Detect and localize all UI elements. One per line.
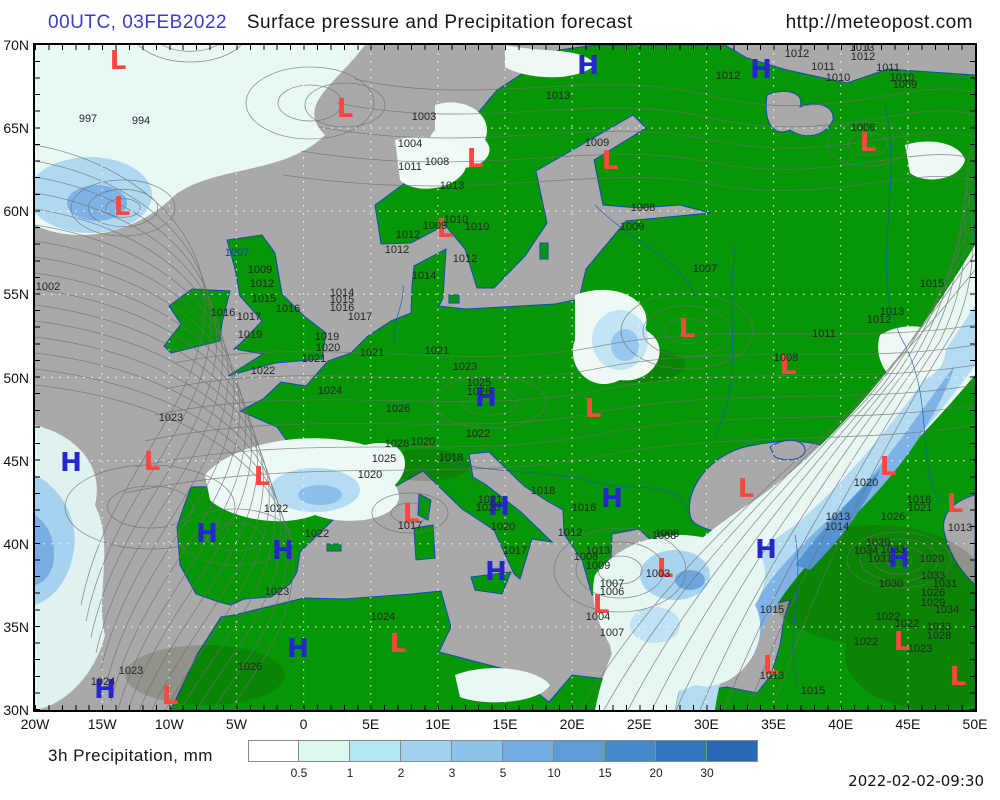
- lon-axis-label: 25E: [626, 716, 652, 732]
- issue-timestamp: 2022-02-02-09:30: [848, 772, 984, 790]
- lat-axis-label: 50N: [3, 369, 29, 386]
- land-mallorca: [326, 543, 342, 552]
- land-sicily: [470, 571, 512, 595]
- lon-axis-label: 10E: [425, 716, 451, 732]
- land-gotland: [539, 242, 549, 260]
- legend-cell: [707, 740, 758, 762]
- legend-title: 3h Precipitation, mm: [48, 746, 213, 765]
- lat-axis-label: 35N: [3, 618, 29, 635]
- site-url[interactable]: http://meteopost.com: [785, 12, 973, 33]
- lat-axis-label: 45N: [3, 452, 29, 469]
- tick-comb-right: [970, 45, 975, 710]
- precipitation-legend: 0.5 1 2 3 5 10 15 20 30: [248, 740, 768, 785]
- lon-axis-label: 35E: [761, 716, 787, 732]
- legend-cell: [299, 740, 350, 762]
- tick-comb-top: [35, 45, 975, 50]
- lat-axis-label: 70N: [3, 37, 29, 53]
- legend-cell: [656, 740, 707, 762]
- land-sardinia: [413, 524, 436, 561]
- forecast-datetime: 00UTC, 03FEB2022: [48, 12, 228, 33]
- lat-axis-label: 60N: [3, 203, 29, 220]
- lat-axis-label: 55N: [3, 286, 29, 303]
- land-great-britain: [226, 234, 327, 377]
- lon-axis-label: 15W: [87, 716, 117, 732]
- legend-cell: [248, 740, 299, 762]
- legend-cell: [605, 740, 656, 762]
- lon-axis-label: 50E: [962, 716, 988, 732]
- tick-comb-bottom: [35, 705, 975, 710]
- lon-axis-label: 10W: [154, 716, 184, 732]
- legend-bound-label: 1: [346, 766, 354, 780]
- legend-bound-label: 10: [547, 766, 561, 780]
- lon-axis-label: 0: [299, 716, 308, 732]
- legend-cell: [554, 740, 605, 762]
- map-image: [35, 45, 975, 710]
- latitude-axis: 70N 65N 60N 55N 50N 45N 40N 35N 30N: [0, 37, 32, 718]
- lon-axis-label: 45E: [895, 716, 921, 732]
- lat-axis-label: 40N: [3, 535, 29, 552]
- lon-axis-label: 15E: [492, 716, 518, 732]
- lon-axis-label: 30E: [693, 716, 719, 732]
- lon-axis-label: 20W: [20, 716, 50, 732]
- longitude-axis: 20W 15W 10W 5W 0 5E 10E 15E 20E 25E 30E 35E 40E 45E 50…: [21, 716, 988, 736]
- header: 00UTC, 03FEB2022 Surface pressure and Pr…: [48, 12, 988, 34]
- rivers: [393, 104, 942, 686]
- legend-bound-label: 20: [649, 766, 663, 780]
- legend-bound-label: 2: [397, 766, 405, 780]
- lat-axis-label: 30N: [3, 702, 29, 718]
- legend-cell: [350, 740, 401, 762]
- lat-axis-label: 65N: [3, 120, 29, 137]
- lon-axis-label: 20E: [559, 716, 585, 732]
- page-title: Surface pressure and Precipitation forec…: [246, 12, 633, 33]
- lon-axis-label: 5W: [225, 716, 247, 732]
- legend-colorbar: [248, 740, 758, 762]
- lon-axis-label: 5E: [362, 716, 380, 732]
- legend-bound-label: 0.5: [290, 766, 308, 780]
- legend-cell: [503, 740, 554, 762]
- isobar-contours: [35, 45, 975, 710]
- legend-cell: [401, 740, 452, 762]
- sea-white: [765, 91, 834, 137]
- sea-azov: [769, 440, 806, 461]
- map-canvas: H H H H H H H H H H H H H L L L L L L L L L L L L L L L L L L L L L L L 997 9…: [33, 42, 977, 712]
- sea-caspian: [943, 494, 975, 586]
- legend-bound-label: 30: [700, 766, 714, 780]
- legend-bound-label: 5: [499, 766, 507, 780]
- land-zealand: [448, 294, 460, 304]
- legend-cell: [452, 740, 503, 762]
- tick-comb-left: [35, 45, 40, 710]
- lon-axis-label: 40E: [828, 716, 854, 732]
- legend-bound-label: 3: [448, 766, 456, 780]
- legend-bound-label: 15: [598, 766, 612, 780]
